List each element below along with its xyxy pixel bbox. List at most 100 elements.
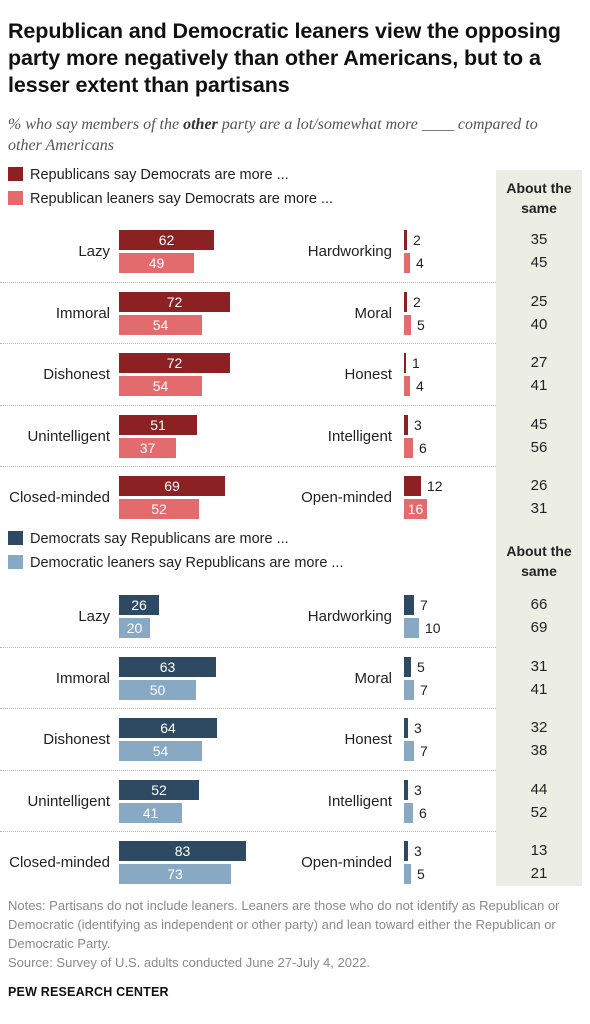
- bar-positive: [404, 618, 419, 638]
- about-the-same-header: About the same: [506, 180, 572, 216]
- bar-value-label: 10: [425, 620, 441, 636]
- row-separator: [0, 405, 496, 406]
- bar-positive: [404, 718, 408, 738]
- about-the-same-value: 44: [530, 781, 548, 798]
- legend-swatch: [8, 191, 23, 205]
- bar-value-label: 69: [164, 478, 180, 494]
- bar-positive: [404, 415, 408, 435]
- legend-label: Republicans say Democrats are more ...: [30, 167, 289, 183]
- trait-label-negative: Closed-minded: [9, 853, 110, 871]
- about-the-same-value: 13: [530, 842, 548, 859]
- bar-value-label: 1: [412, 355, 420, 371]
- subtitle-prefix: % who say members of the: [8, 116, 184, 133]
- subtitle-suffix: party are a lot/somewhat more ____ compa…: [8, 116, 538, 154]
- bar-value-label: 5: [417, 317, 425, 333]
- legend-swatch: [8, 531, 23, 545]
- bar-negative: [119, 415, 197, 435]
- chart-source: Source: Survey of U.S. adults conducted …: [8, 955, 371, 970]
- legend-label: Republican leaners say Democrats are mor…: [30, 191, 334, 207]
- row-separator: [0, 770, 496, 771]
- bar-value-label: 83: [174, 843, 191, 859]
- trait-label-negative: Immoral: [55, 669, 110, 687]
- trait-label-negative: Unintelligent: [27, 427, 110, 445]
- trait-label-negative: Unintelligent: [27, 792, 110, 810]
- trait-label-positive: Hardworking: [307, 607, 392, 625]
- bar-negative: [119, 438, 176, 458]
- bar-positive: [404, 438, 413, 458]
- bar-value-label: 73: [167, 866, 183, 882]
- bar-negative: [119, 618, 150, 638]
- bar-value-label: 41: [142, 805, 159, 821]
- bar-positive: [404, 864, 411, 884]
- about-the-same-value: 31: [530, 658, 548, 675]
- bar-value-label: 3: [414, 782, 422, 798]
- legend-label: Democratic leaners say Republicans are m…: [30, 555, 344, 571]
- legend-item: Democratic leaners say Republicans are m…: [8, 554, 344, 572]
- bar-value-label: 5: [417, 866, 425, 882]
- bar-positive: [404, 499, 427, 519]
- bar-negative: [119, 353, 230, 373]
- chart-subtitle: % who say members of the other party are…: [8, 114, 568, 156]
- bar-positive: [404, 376, 410, 396]
- about-the-same-value: 26: [530, 477, 548, 494]
- chart-notes: Notes: Partisans do not include leaners.…: [8, 898, 560, 951]
- bar-negative: [119, 292, 230, 312]
- about-the-same-value: 27: [530, 354, 548, 371]
- about-the-same-value: 35: [530, 231, 548, 248]
- bar-negative: [119, 595, 159, 615]
- about-the-same-value: 45: [530, 416, 548, 433]
- bar-value-label: 2: [413, 294, 421, 310]
- about-the-same-value: 40: [530, 316, 548, 333]
- bar-value-label: 50: [149, 682, 166, 698]
- bar-negative: [119, 499, 199, 519]
- bar-positive: [404, 780, 408, 800]
- bar-negative: [119, 741, 202, 761]
- bar-value-label: 62: [158, 232, 175, 248]
- bar-value-label: 4: [416, 255, 424, 271]
- bar-negative: [119, 841, 246, 861]
- trait-label-positive: Honest: [344, 730, 392, 748]
- about-the-same-value: 66: [530, 596, 548, 613]
- bar-value-label: 2: [413, 232, 421, 248]
- row-separator: [0, 466, 496, 467]
- about-the-same-value: 69: [530, 619, 548, 636]
- bar-value-label: 52: [151, 501, 167, 517]
- trait-label-positive: Moral: [354, 669, 392, 687]
- trait-label-negative: Lazy: [78, 242, 110, 260]
- bar-negative: [119, 803, 182, 823]
- about-the-same-value: 41: [530, 377, 548, 394]
- about-the-same-value: 52: [530, 804, 548, 821]
- bar-negative: [119, 780, 199, 800]
- bar-value-label: 72: [166, 355, 183, 371]
- bar-value-label: 37: [139, 440, 156, 456]
- bar-positive: [404, 253, 410, 273]
- trait-label-positive: Open-minded: [301, 853, 392, 871]
- bar-value-label: 3: [414, 417, 422, 433]
- trait-label-positive: Moral: [354, 304, 392, 322]
- about-the-same-header: About the same: [506, 543, 572, 579]
- row-separator: [0, 282, 496, 283]
- bar-negative: [119, 718, 217, 738]
- bar-negative: [119, 253, 194, 273]
- bar-positive: [404, 315, 411, 335]
- bar-value-label: 7: [420, 743, 428, 759]
- bar-negative: [119, 864, 231, 884]
- about-the-same-value: 25: [530, 293, 548, 310]
- bar-positive: [404, 741, 414, 761]
- bar-negative: [119, 376, 202, 396]
- bar-value-label: 12: [427, 478, 443, 494]
- bar-value-label: 4: [416, 378, 424, 394]
- bar-positive: [404, 476, 421, 496]
- bar-value-label: 7: [420, 597, 428, 613]
- bar-value-label: 3: [414, 720, 422, 736]
- bar-value-label: 26: [131, 597, 147, 613]
- about-the-same-value: 31: [530, 500, 548, 517]
- about-the-same-column: [496, 170, 582, 886]
- bar-positive: [404, 292, 407, 312]
- about-the-same-value: 56: [530, 439, 548, 456]
- bar-value-label: 49: [148, 255, 165, 271]
- trait-label-positive: Honest: [344, 365, 392, 383]
- row-separator: [0, 343, 496, 344]
- about-the-same-value: 38: [530, 742, 548, 759]
- bar-value-label: 6: [419, 440, 427, 456]
